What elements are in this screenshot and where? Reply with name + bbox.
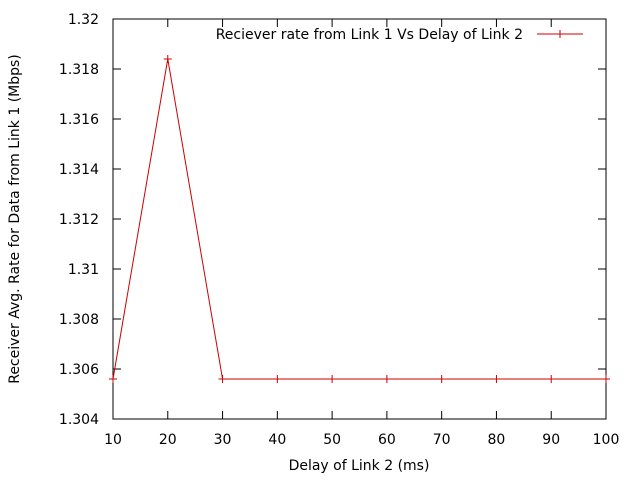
series-layer [109,55,610,383]
x-tick-label: 40 [268,432,286,448]
x-tick-label: 100 [593,432,620,448]
x-axis-ticks: 10 20 30 40 50 60 70 80 90 100 [104,19,619,448]
data-point [602,375,610,383]
y-tick-label: 1.312 [59,212,99,228]
data-point [382,375,391,383]
x-tick-label: 10 [104,432,122,448]
y-tick-label: 1.316 [59,112,99,128]
data-point [218,375,227,383]
legend: Reciever rate from Link 1 Vs Delay of Li… [216,27,583,43]
x-tick-label: 20 [159,432,177,448]
data-point [163,55,172,63]
y-tick-label: 1.32 [68,12,99,28]
y-axis-title: Receiver Avg. Rate for Data from Link 1 … [7,54,23,384]
x-tick-label: 80 [488,432,506,448]
x-axis-title: Delay of Link 2 (ms) [289,458,430,474]
data-point [109,375,117,383]
y-tick-label: 1.31 [68,262,99,278]
x-tick-label: 60 [378,432,396,448]
y-tick-label: 1.304 [59,412,99,428]
data-point [328,375,337,383]
data-point [492,375,501,383]
legend-label: Reciever rate from Link 1 Vs Delay of Li… [216,27,523,43]
y-tick-label: 1.306 [59,362,99,378]
y-axis-ticks: 1.304 1.306 1.308 1.31 1.312 1.314 1.316 1.318 1… [59,12,606,428]
x-tick-label: 90 [542,432,560,448]
data-point [547,375,556,383]
x-tick-label: 30 [214,432,232,448]
legend-marker [556,30,564,38]
series-line [112,58,606,380]
y-tick-label: 1.308 [59,312,99,328]
y-tick-label: 1.314 [59,162,99,178]
y-tick-label: 1.318 [59,62,99,78]
plot-frame [112,18,607,420]
x-tick-label: 50 [323,432,341,448]
data-point [437,375,446,383]
x-tick-label: 70 [433,432,451,448]
data-point [273,375,282,383]
